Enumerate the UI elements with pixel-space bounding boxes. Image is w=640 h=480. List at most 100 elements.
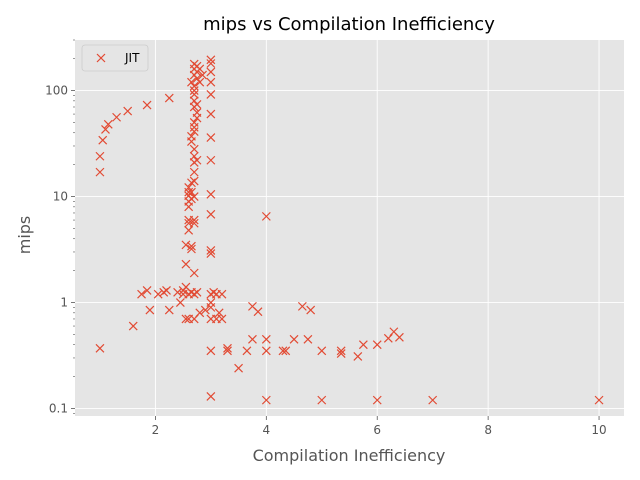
data-point xyxy=(195,308,205,318)
data-point xyxy=(187,131,196,141)
data-point xyxy=(253,307,263,317)
data-point xyxy=(206,55,216,65)
y-tick-label: 10 xyxy=(53,190,68,204)
legend: JIT xyxy=(81,44,149,72)
data-point xyxy=(358,340,368,350)
series-jit xyxy=(95,55,604,405)
legend-box xyxy=(81,44,149,72)
data-point xyxy=(217,314,227,324)
data-point xyxy=(137,289,146,299)
chart-title: mips vs Compilation Inefficiency xyxy=(203,14,495,35)
data-point xyxy=(200,305,210,315)
plot-area xyxy=(75,40,624,416)
data-point xyxy=(206,89,216,99)
data-point xyxy=(192,108,202,117)
grid xyxy=(75,40,624,416)
data-point xyxy=(187,187,196,197)
data-point xyxy=(303,334,313,344)
y-tick-label: 0.1 xyxy=(49,402,68,416)
data-point xyxy=(353,352,363,361)
data-point xyxy=(192,155,202,165)
data-point xyxy=(242,346,252,356)
data-point xyxy=(317,395,327,405)
data-point xyxy=(214,308,224,318)
data-point xyxy=(98,135,108,145)
data-point xyxy=(189,86,199,95)
data-point xyxy=(261,211,271,221)
data-point xyxy=(428,395,438,405)
data-point xyxy=(187,244,196,254)
data-point xyxy=(206,189,216,199)
data-point xyxy=(372,340,382,350)
data-point xyxy=(175,298,185,307)
y-tick-label: 1 xyxy=(60,296,68,310)
y-tick-label: 100 xyxy=(45,84,68,98)
x-tick-label: 2 xyxy=(152,423,160,437)
data-point xyxy=(223,343,232,353)
data-point xyxy=(206,298,216,307)
x-tick-label: 10 xyxy=(591,423,606,437)
data-point xyxy=(173,287,183,297)
x-axis-label: Compilation Inefficiency xyxy=(253,446,446,465)
x-axis: 2 4 6 8 10 xyxy=(152,416,607,437)
data-point xyxy=(95,167,105,177)
data-point xyxy=(289,334,299,344)
data-point xyxy=(164,305,174,315)
data-point xyxy=(223,346,232,356)
data-point xyxy=(394,332,404,342)
data-point xyxy=(189,218,199,228)
data-point xyxy=(112,112,122,122)
data-point xyxy=(189,215,199,225)
data-point xyxy=(184,225,194,235)
data-point xyxy=(206,133,216,143)
data-point xyxy=(189,81,199,91)
data-point xyxy=(181,259,191,269)
data-point xyxy=(594,395,604,405)
data-point xyxy=(164,93,174,103)
data-point xyxy=(261,334,271,344)
data-point xyxy=(189,144,199,154)
data-point xyxy=(189,96,199,106)
data-point xyxy=(189,268,199,278)
data-point xyxy=(192,287,202,297)
data-point xyxy=(189,89,199,99)
data-point xyxy=(189,167,199,177)
data-point xyxy=(142,286,152,295)
data-point xyxy=(187,241,196,251)
data-point xyxy=(306,305,316,315)
y-axis: 0.1 1 10 100 xyxy=(45,39,75,416)
data-point xyxy=(261,346,271,356)
data-point xyxy=(189,192,199,201)
data-point xyxy=(153,289,163,299)
data-point xyxy=(189,151,199,161)
data-point xyxy=(336,346,346,356)
data-point xyxy=(278,346,288,356)
data-point xyxy=(206,392,216,401)
data-point xyxy=(206,209,216,219)
data-point xyxy=(206,77,216,87)
x-tick-label: 6 xyxy=(373,423,381,437)
legend-marker-jit xyxy=(96,53,106,63)
data-point xyxy=(281,346,291,356)
x-tick-label: 8 xyxy=(484,423,492,437)
data-point xyxy=(95,151,105,161)
legend-label-jit: JIT xyxy=(124,51,140,65)
data-point xyxy=(195,64,205,74)
data-point xyxy=(145,305,155,315)
data-point xyxy=(206,246,216,255)
data-point xyxy=(103,119,113,129)
data-point xyxy=(101,124,110,134)
data-point xyxy=(383,333,393,343)
data-point xyxy=(189,118,199,127)
data-point xyxy=(189,176,199,186)
data-point xyxy=(181,240,191,250)
data-point xyxy=(142,100,152,110)
data-point xyxy=(206,109,216,119)
data-point xyxy=(128,321,138,331)
data-point xyxy=(189,127,199,137)
data-point xyxy=(206,59,216,68)
data-point xyxy=(261,395,271,405)
data-point xyxy=(198,70,207,80)
data-point xyxy=(206,67,216,77)
